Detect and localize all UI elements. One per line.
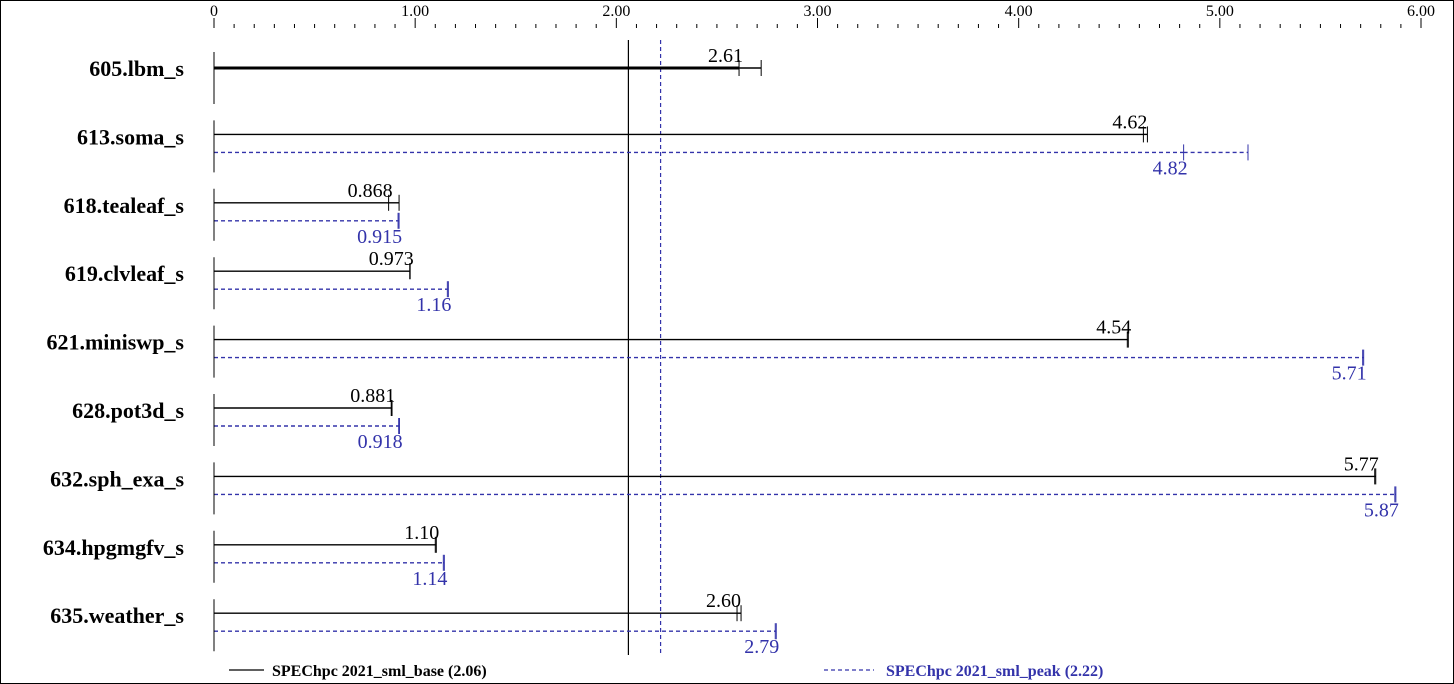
benchmark-label: 605.lbm_s [89, 56, 184, 81]
benchmark-label: 613.soma_s [77, 124, 184, 149]
benchmark-label: 619.clvleaf_s [65, 261, 185, 286]
base-value-label: 2.60 [706, 590, 741, 612]
x-tick-label: 6.00 [1407, 3, 1435, 20]
x-axis: 0 1.00 2.00 3.00 4.00 5.00 6.00 [210, 3, 1435, 28]
peak-value-label: 1.14 [412, 568, 447, 590]
legend-peak-label: SPEChpc 2021_sml_peak (2.22) [886, 663, 1103, 680]
base-value-label: 0.868 [348, 180, 393, 202]
peak-value-label: 2.79 [744, 636, 779, 658]
benchmark-label: 618.tealeaf_s [64, 193, 185, 218]
peak-value-label: 4.82 [1153, 157, 1188, 179]
benchmark-label: 635.weather_s [50, 603, 184, 628]
base-value-label: 1.10 [404, 522, 439, 544]
x-tick-label: 2.00 [602, 3, 630, 20]
x-tick-label: 1.00 [401, 3, 429, 20]
legend-base-label: SPEChpc 2021_sml_base (2.06) [272, 663, 487, 680]
x-tick-label: 5.00 [1206, 3, 1234, 20]
base-value-label: 5.77 [1344, 453, 1379, 475]
category-labels: 605.lbm_s 613.soma_s 618.tealeaf_s 619.clvl… [43, 52, 215, 652]
peak-value-label: 5.71 [1332, 363, 1367, 385]
benchmark-label: 621.miniswp_s [46, 330, 184, 355]
mean-lines [627, 40, 662, 655]
peak-value-label: 0.915 [357, 226, 402, 248]
base-value-label: 0.973 [369, 248, 414, 270]
x-tick-label: 4.00 [1005, 3, 1033, 20]
benchmark-label: 628.pot3d_s [72, 398, 184, 423]
base-value-label: 2.61 [708, 45, 743, 67]
peak-value-label: 0.918 [358, 431, 403, 453]
legend: SPEChpc 2021_sml_base (2.06) SPEChpc 202… [229, 663, 1103, 680]
x-tick-label: 0 [210, 3, 218, 20]
base-value-label: 0.881 [350, 385, 395, 407]
peak-value-label: 1.16 [416, 294, 451, 316]
benchmark-label: 634.hpgmgfv_s [43, 535, 185, 560]
peak-value-label: 5.87 [1364, 499, 1399, 521]
base-value-label: 4.54 [1096, 317, 1131, 339]
base-value-label: 4.62 [1112, 111, 1147, 133]
x-tick-label: 3.00 [804, 3, 832, 20]
benchmark-label: 632.sph_exa_s [50, 466, 184, 491]
